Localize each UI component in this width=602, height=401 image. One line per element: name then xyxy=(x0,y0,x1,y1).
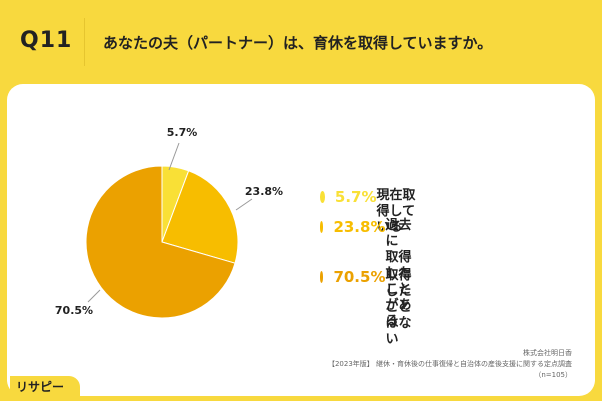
question-number: Q11 xyxy=(20,28,73,53)
legend-label-never: 取得したことはない xyxy=(385,268,412,347)
question-title: あなたの夫（パートナー）は、育休を取得していますか。 xyxy=(103,34,493,52)
data-label-past: 23.8% xyxy=(245,185,283,198)
legend-label-past: 過去に 取得したことがある xyxy=(385,218,412,329)
leader-line xyxy=(87,289,101,303)
legend-swatch-current xyxy=(320,191,325,203)
legend-pct-never: 70.5% xyxy=(333,268,386,286)
legend-label-current: 現在取得している xyxy=(376,188,416,235)
brand-logo-text: リサピー xyxy=(16,380,65,394)
legend-swatch-past xyxy=(320,221,324,233)
legend-pct-past: 23.8% xyxy=(333,218,386,236)
data-label-current: 5.7% xyxy=(167,126,198,139)
brand-logo-badge xyxy=(10,376,80,398)
legend-pct-current: 5.7% xyxy=(334,188,377,206)
legend-item-past: 23.8% 過去に 取得したことがある xyxy=(320,218,419,330)
legend-swatch-never xyxy=(320,271,324,283)
source-note: 株式会社明日香 【2023年版】 継休・育休後の仕事復帰と自治体の産後支援に関す… xyxy=(327,349,572,379)
pie-slice-never xyxy=(85,165,236,319)
pie-slice-past xyxy=(161,170,239,264)
legend-item-current: 5.7% 現在取得している xyxy=(320,188,419,236)
leader-line xyxy=(168,142,180,171)
leader-line xyxy=(235,198,253,211)
data-label-never: 70.5% xyxy=(55,304,93,317)
header-divider xyxy=(84,18,85,66)
legend-item-never: 70.5% 取得したことはない xyxy=(320,268,419,348)
